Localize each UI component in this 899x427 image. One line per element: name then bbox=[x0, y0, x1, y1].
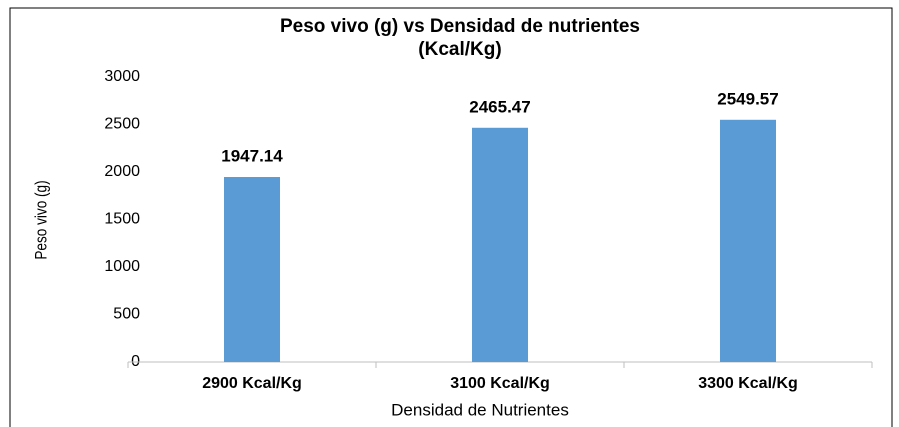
bar bbox=[472, 127, 528, 362]
bar bbox=[224, 177, 280, 362]
y-tick-label: 2000 bbox=[104, 163, 140, 180]
bar bbox=[720, 119, 776, 362]
x-axis-title: Densidad de Nutrientes bbox=[391, 400, 569, 419]
data-label: 2549.57 bbox=[717, 89, 778, 108]
y-tick-label: 500 bbox=[113, 306, 140, 323]
y-tick-label: 2500 bbox=[104, 116, 140, 133]
y-axis-title: Peso vivo (g) bbox=[32, 180, 51, 259]
x-tick-label: 2900 Kcal/Kg bbox=[202, 375, 302, 392]
x-tick-label: 3300 Kcal/Kg bbox=[698, 375, 798, 392]
y-tick-label: 1000 bbox=[104, 258, 140, 275]
chart-title: Peso vivo (g) vs Densidad de nutrientes bbox=[280, 16, 640, 37]
y-tick-label: 1500 bbox=[104, 211, 140, 228]
x-tick-label: 3100 Kcal/Kg bbox=[450, 375, 550, 392]
y-tick-label: 3000 bbox=[104, 68, 140, 85]
data-label: 1947.14 bbox=[221, 147, 283, 166]
chart-title: (Kcal/Kg) bbox=[418, 39, 501, 60]
data-label: 2465.47 bbox=[469, 97, 530, 116]
